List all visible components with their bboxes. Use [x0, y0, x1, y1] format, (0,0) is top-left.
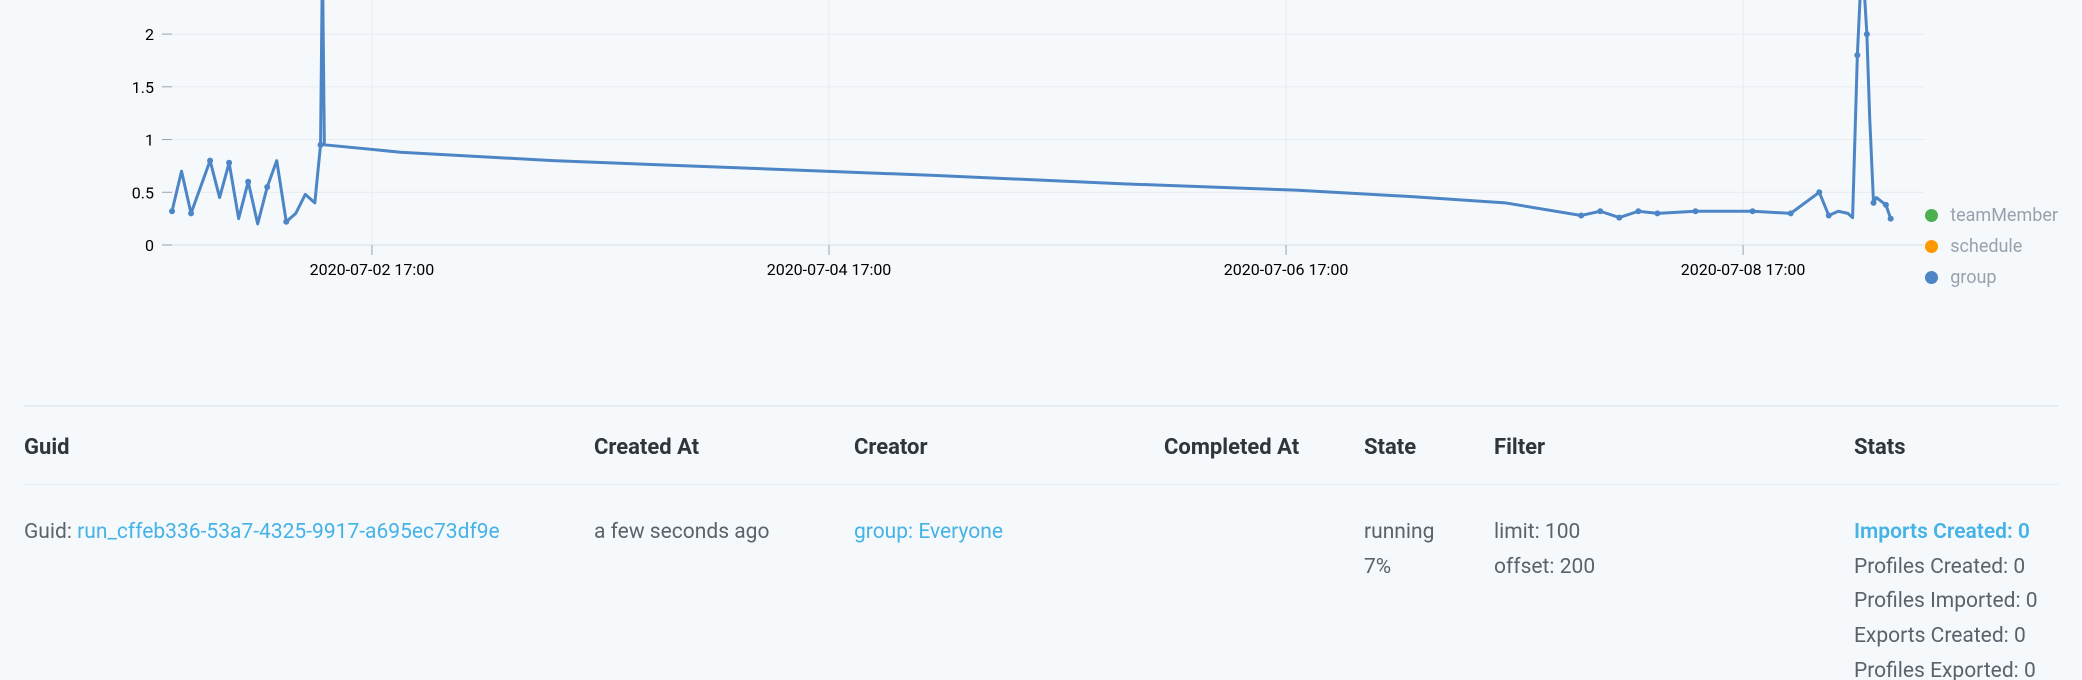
stats-line: Profiles Imported: 0: [1854, 589, 2038, 613]
legend-label-schedule: schedule: [1950, 236, 2022, 257]
col-completed-at: Completed At: [1164, 407, 1364, 484]
col-creator: Creator: [854, 407, 1164, 484]
col-created-at: Created At: [594, 407, 854, 484]
filter-line2: offset: 200: [1494, 555, 1595, 579]
legend-label-teammember: teamMember: [1950, 205, 2058, 226]
svg-text:2: 2: [145, 25, 154, 44]
svg-text:2020-07-06 17:00: 2020-07-06 17:00: [1224, 260, 1349, 279]
table-header-row: Guid Created At Creator Completed At Sta…: [24, 407, 2058, 485]
cell-completed-at: [1164, 485, 1364, 680]
guid-link[interactable]: run_cffeb336-53a7-4325-9917-a695ec73df9e: [77, 520, 500, 544]
state-line1: running: [1364, 520, 1434, 544]
legend-swatch-teammember: [1925, 209, 1938, 222]
cell-creator: group: Everyone: [854, 485, 1164, 680]
legend-swatch-group: [1925, 271, 1938, 284]
svg-text:2020-07-02 17:00: 2020-07-02 17:00: [310, 260, 435, 279]
legend-label-group: group: [1950, 267, 1996, 288]
state-line2: 7%: [1364, 555, 1391, 579]
svg-text:1: 1: [145, 131, 154, 150]
cell-created-at: a few seconds ago: [594, 485, 854, 680]
legend-swatch-schedule: [1925, 240, 1938, 253]
legend-item-group[interactable]: group: [1925, 267, 2058, 288]
svg-text:2020-07-08 17:00: 2020-07-08 17:00: [1681, 260, 1806, 279]
legend-item-teammember[interactable]: teamMember: [1925, 205, 2058, 226]
cell-filter: limit: 100 offset: 200: [1494, 485, 1854, 680]
col-filter: Filter: [1494, 407, 1854, 484]
creator-link[interactable]: group: Everyone: [854, 520, 1003, 544]
cell-guid: Guid: run_cffeb336-53a7-4325-9917-a695ec…: [24, 485, 594, 680]
runs-table: Guid Created At Creator Completed At Sta…: [24, 405, 2058, 680]
stats-line: Exports Created: 0: [1854, 624, 2026, 648]
runs-chart: min00.511.522.52020-07-02 17:002020-07-0…: [24, 0, 2058, 345]
dashboard-root: min00.511.522.52020-07-02 17:002020-07-0…: [0, 0, 2082, 680]
svg-text:2020-07-04 17:00: 2020-07-04 17:00: [767, 260, 892, 279]
svg-text:0.5: 0.5: [132, 183, 154, 202]
cell-stats: Imports Created: 0 Profiles Created: 0 P…: [1854, 485, 2058, 680]
col-stats: Stats: [1854, 407, 2058, 484]
stats-line: Profiles Exported: 0: [1854, 659, 2036, 680]
table-row: Guid: run_cffeb336-53a7-4325-9917-a695ec…: [24, 485, 2058, 680]
filter-line1: limit: 100: [1494, 520, 1580, 544]
cell-state: running 7%: [1364, 485, 1494, 680]
col-state: State: [1364, 407, 1494, 484]
legend-item-schedule[interactable]: schedule: [1925, 236, 2058, 257]
svg-text:1.5: 1.5: [132, 78, 154, 97]
created-at-text: a few seconds ago: [594, 520, 769, 544]
col-guid: Guid: [24, 407, 594, 484]
chart-legend: teamMember schedule group: [1925, 205, 2058, 298]
stats-imports-link[interactable]: Imports Created: 0: [1854, 520, 2030, 544]
stats-line: Profiles Created: 0: [1854, 555, 2025, 579]
guid-prefix: Guid:: [24, 520, 77, 544]
svg-text:0: 0: [145, 236, 154, 255]
